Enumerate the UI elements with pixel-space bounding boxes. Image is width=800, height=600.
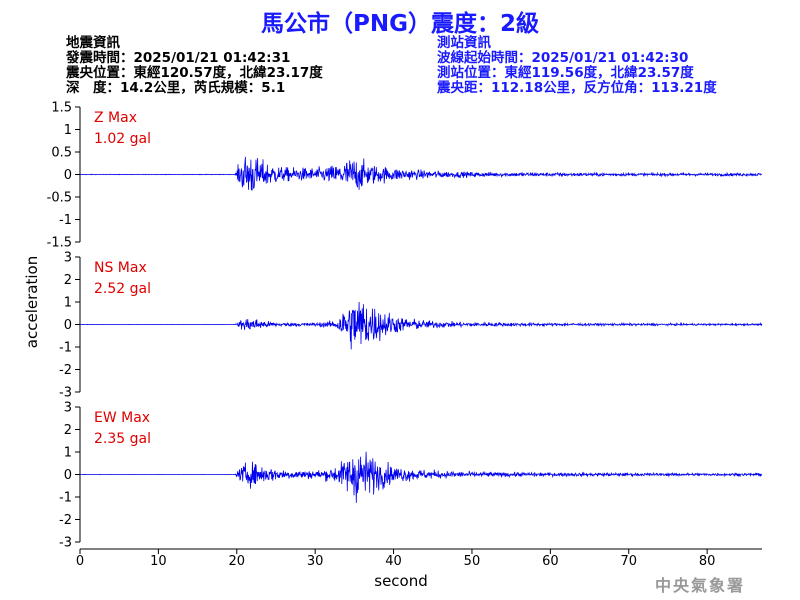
epicenter-location: 震央位置：東經120.57度，北緯23.17度 <box>66 65 323 81</box>
earthquake-info-heading: 地震資訊 <box>66 35 120 51</box>
station-location: 測站位置：東經119.56度，北緯23.57度 <box>437 65 694 81</box>
wave-start-time: 波線起始時間：2025/01/21 01:42:30 <box>437 50 689 66</box>
y-tick-label: -1 <box>59 341 72 356</box>
y-tick-label: 3 <box>64 401 72 416</box>
y-tick-label: 1 <box>64 446 72 461</box>
x-tick-label: 60 <box>542 554 559 569</box>
station-info-heading: 測站資訊 <box>437 35 491 51</box>
y-tick-label: -0.5 <box>47 191 72 206</box>
origin-time: 發震時間：2025/01/21 01:42:31 <box>66 50 291 66</box>
x-tick-label: 50 <box>464 554 481 569</box>
max-label-value: 2.52 gal <box>94 281 151 297</box>
y-tick-label: -1.5 <box>47 236 72 251</box>
panel-ns: 3 2 1 0 -1 -2 -3 NS Max 2.52 gal <box>59 251 763 401</box>
y-tick-label: 2 <box>64 273 72 288</box>
y-tick-label: 1 <box>64 296 72 311</box>
max-label-title: EW Max <box>94 410 150 426</box>
x-tick-label: 70 <box>620 554 637 569</box>
y-tick-label: 0 <box>64 468 72 483</box>
y-tick-label: 0 <box>64 168 72 183</box>
x-tick-label: 40 <box>385 554 402 569</box>
page-title: 馬公市（PNG）震度：2級 <box>261 11 539 37</box>
x-tick-label: 80 <box>699 554 716 569</box>
y-tick-label: 1.5 <box>51 101 72 116</box>
y-tick-label: 1 <box>64 123 72 138</box>
x-axis-title: second <box>374 572 428 590</box>
y-tick-label: 0 <box>64 318 72 333</box>
y-tick-label: -2 <box>59 363 72 378</box>
y-tick-label: -1 <box>59 491 72 506</box>
waveform-ew <box>80 451 763 503</box>
x-tick-label: 20 <box>229 554 246 569</box>
panel-ew: 3 2 1 0 -1 -2 -3 EW Max 2.35 gal <box>59 401 763 551</box>
max-label-title: NS Max <box>94 260 147 276</box>
depth-magnitude: 深 度：14.2公里，芮氏規模：5.1 <box>66 80 286 96</box>
earthquake-info: 地震資訊 發震時間：2025/01/21 01:42:31 震央位置：東經120… <box>66 36 323 96</box>
panel-z: 1.5 1 0.5 0 -0.5 -1 -1.5 Z Max 1.02 gal <box>47 101 763 251</box>
x-tick-label: 0 <box>76 554 84 569</box>
y-tick-label: -3 <box>59 386 72 401</box>
agency-watermark: 中央氣象署 <box>655 576 746 595</box>
waveform-z <box>80 156 763 191</box>
max-label-value: 2.35 gal <box>94 431 151 447</box>
distance-azimuth: 震央距：112.18公里，反方位角：113.21度 <box>437 80 717 96</box>
station-info: 測站資訊 波線起始時間：2025/01/21 01:42:30 測站位置：東經1… <box>437 36 717 96</box>
x-tick-label: 10 <box>150 554 167 569</box>
y-tick-label: 3 <box>64 251 72 266</box>
y-tick-label: -1 <box>59 213 72 228</box>
y-tick-label: -3 <box>59 536 72 551</box>
x-tick-label: 30 <box>307 554 324 569</box>
max-label-title: Z Max <box>94 110 137 126</box>
y-tick-label: 2 <box>64 423 72 438</box>
y-tick-label: 0.5 <box>51 146 72 161</box>
y-tick-label: -2 <box>59 513 72 528</box>
y-axis-title: acceleration <box>23 256 41 348</box>
waveform-ns <box>79 301 763 350</box>
max-label-value: 1.02 gal <box>94 131 151 147</box>
